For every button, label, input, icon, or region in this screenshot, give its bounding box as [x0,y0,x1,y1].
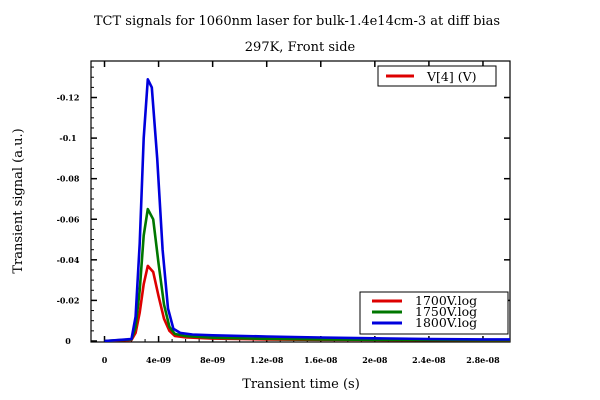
x-tick-label: 2.8e-08 [466,355,500,365]
x-axis-ticks: 0 4e-09 8e-09 1.2e-08 1.6e-08 2e-08 2.4e-08 2.8… [102,61,511,365]
y-tick-label: -0.06 [57,214,80,224]
x-tick-label: 2.4e-08 [412,355,446,365]
y-axis-label: Transient signal (a.u.) [11,128,26,273]
x-tick-label: 2e-08 [362,355,388,365]
legend-entry: 1700V.log [415,293,477,308]
x-tick-label: 8e-09 [200,355,226,365]
x-axis-label: Transient time (s) [242,377,360,392]
x-tick-label: 1.2e-08 [250,355,284,365]
series-lines [104,78,510,342]
top-legend-label: V[4] (V) [426,69,477,84]
top-legend: V[4] (V) [377,65,497,87]
legend-entry: 1800V.log [415,315,477,330]
y-tick-label: -0.12 [57,93,80,103]
y-tick-label: -0.04 [57,255,80,265]
series-line-1750v-log [104,207,510,342]
series-line-1800v-log [104,78,510,342]
x-tick-label: 0 [102,355,108,365]
y-tick-label: -0.08 [57,174,80,184]
y-tick-label: -0.02 [57,295,80,305]
y-axis-ticks: 0 -0.02 -0.04 -0.06 -0.08 -0.1 -0.12 [57,66,510,346]
y-tick-label: 0 [65,336,71,346]
x-tick-label: 4e-09 [146,355,172,365]
top-legend-box [377,65,497,87]
chart-title: TCT signals for 1060nm laser for bulk-1.… [94,14,500,29]
y-tick-label: -0.1 [59,133,76,143]
chart-subtitle: 297K, Front side [245,40,356,55]
legend-entry: 1750V.log [415,304,477,319]
x-tick-label: 1.6e-08 [304,355,338,365]
